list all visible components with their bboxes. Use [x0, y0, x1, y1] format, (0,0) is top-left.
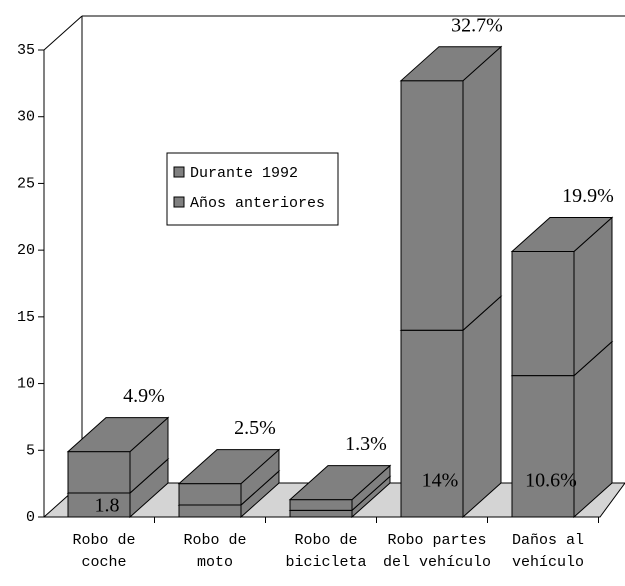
y-tick-label: 0 [26, 509, 35, 526]
legend-swatch [173, 166, 185, 178]
wall-edge [43, 15, 83, 51]
x-tick-label: Robo partes [387, 532, 486, 549]
x-tick-label: coche [81, 554, 126, 571]
bar-side [462, 45, 502, 332]
legend-swatch [173, 196, 185, 208]
x-tick-label: moto [197, 554, 233, 571]
x-tick-label: Daños al [512, 532, 584, 549]
total-label: 2.5% [234, 417, 276, 439]
bar-top [177, 449, 281, 485]
y-tick-label: 20 [17, 242, 35, 259]
y-tick-label: 25 [17, 175, 35, 192]
bar-top [399, 46, 503, 82]
bar-front [289, 499, 353, 511]
y-tick-label: 30 [17, 109, 35, 126]
bar-front [289, 509, 353, 518]
value-label: 14% [422, 470, 459, 492]
total-label: 1.3% [345, 433, 387, 455]
bar-front [511, 375, 575, 518]
legend-label: Durante 1992 [190, 165, 298, 182]
x-tick-label: bicicleta [285, 554, 366, 571]
bar-top [510, 216, 614, 252]
x-tick-label: del vehículo [383, 554, 491, 571]
x-tick-label: vehículo [512, 554, 584, 571]
bar-front [400, 329, 464, 518]
x-tick-label: Robo de [294, 532, 357, 549]
total-label: 32.7% [451, 14, 503, 36]
value-label: 1.8 [95, 495, 120, 517]
total-label: 19.9% [562, 185, 614, 207]
total-label: 4.9% [123, 385, 165, 407]
bars [66, 45, 614, 519]
bar-front [511, 250, 575, 377]
bar-front [178, 504, 242, 518]
y-tick-label: 35 [17, 42, 35, 59]
bar-front [178, 483, 242, 506]
y-tick-label: 5 [26, 442, 35, 459]
y-tick-label: 15 [17, 309, 35, 326]
bar-top [288, 465, 392, 501]
bar-top [66, 417, 170, 453]
legend-box [166, 152, 339, 226]
y-tick-label: 10 [17, 376, 35, 393]
x-tick-label: Robo de [183, 532, 246, 549]
legend: Durante 1992 Años anteriores [166, 152, 339, 226]
legend-label: Años anteriores [190, 195, 325, 212]
x-tick-label: Robo de [72, 532, 135, 549]
bar-side [462, 295, 502, 519]
bar-front [400, 80, 464, 331]
value-label: 10.6% [525, 470, 577, 492]
bar-front [67, 451, 131, 494]
